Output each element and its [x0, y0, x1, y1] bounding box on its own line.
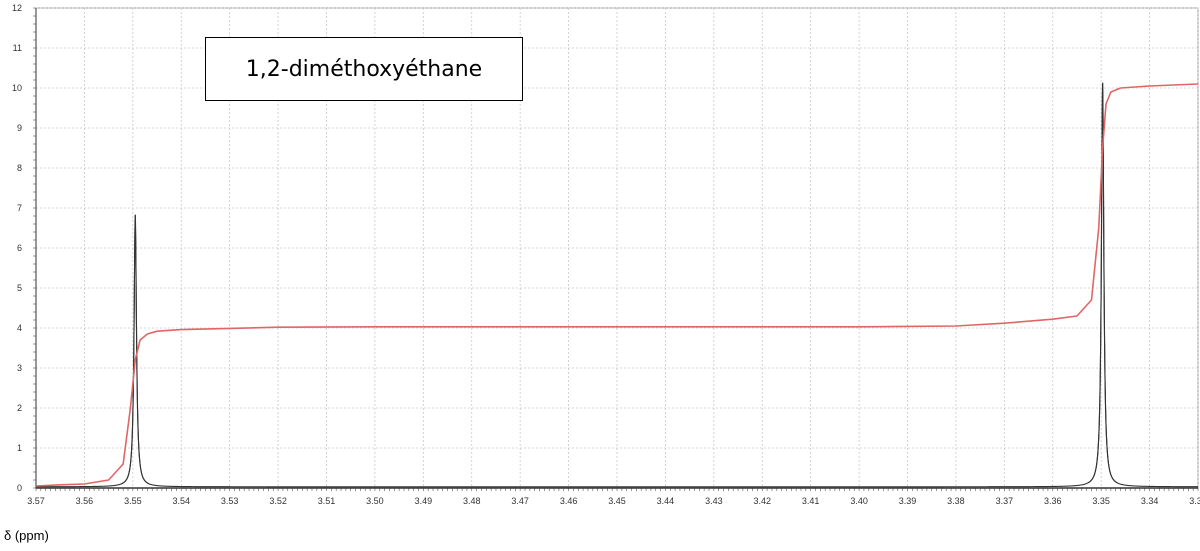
integral-curve: [35, 83, 1199, 487]
y-tick-label: 8: [17, 163, 22, 173]
x-tick-label: 3.45: [608, 496, 626, 506]
x-tick-label: 3.43: [705, 496, 723, 506]
x-tick-label: 3.51: [318, 496, 336, 506]
x-axis-label: δ (ppm): [4, 528, 49, 543]
y-tick-label: 11: [13, 43, 22, 53]
y-tick-label: 3: [17, 363, 22, 373]
x-tick-label: 3.50: [366, 496, 384, 506]
x-tick-label: 3.46: [560, 496, 578, 506]
spectrum-peak: [120, 214, 150, 485]
y-tick-label: 4: [17, 323, 22, 333]
x-tick-label: 3.40: [850, 496, 868, 506]
x-tick-label: 3.37: [996, 496, 1014, 506]
x-tick-label: 3.33: [1189, 496, 1200, 506]
x-tick-label: 3.53: [221, 496, 239, 506]
x-tick-label: 3.41: [802, 496, 820, 506]
x-tick-label: 3.44: [657, 496, 675, 506]
x-tick-label: 3.47: [511, 496, 529, 506]
x-tick-label: 3.39: [899, 496, 917, 506]
spectrum-peak: [1087, 82, 1118, 484]
x-tick-label: 3.49: [415, 496, 433, 506]
y-tick-label: 2: [17, 403, 22, 413]
x-tick-label: 3.48: [463, 496, 481, 506]
x-tick-label: 3.55: [124, 496, 142, 506]
spectrum-line: [36, 82, 1199, 488]
x-tick-label: 3.54: [172, 496, 190, 506]
y-tick-label: 1: [17, 443, 22, 453]
y-tick-label: 6: [17, 243, 22, 253]
x-tick-label: 3.34: [1141, 496, 1159, 506]
x-tick-label: 3.38: [947, 496, 965, 506]
chart-title: 1,2-diméthoxyéthane: [205, 37, 523, 101]
x-tick-label: 3.42: [753, 496, 771, 506]
x-tick-label: 3.36: [1044, 496, 1062, 506]
x-tick-label: 3.57: [27, 496, 45, 506]
x-tick-label: 3.35: [1092, 496, 1110, 506]
y-tick-label: 12: [12, 3, 22, 13]
y-tick-label: 5: [17, 283, 22, 293]
y-tick-label: 9: [17, 123, 22, 133]
x-tick-label: 3.56: [76, 496, 94, 506]
y-tick-label: 7: [17, 203, 22, 213]
y-tick-label: 10: [12, 83, 22, 93]
x-tick-label: 3.52: [269, 496, 287, 506]
y-tick-label: 0: [17, 483, 22, 493]
